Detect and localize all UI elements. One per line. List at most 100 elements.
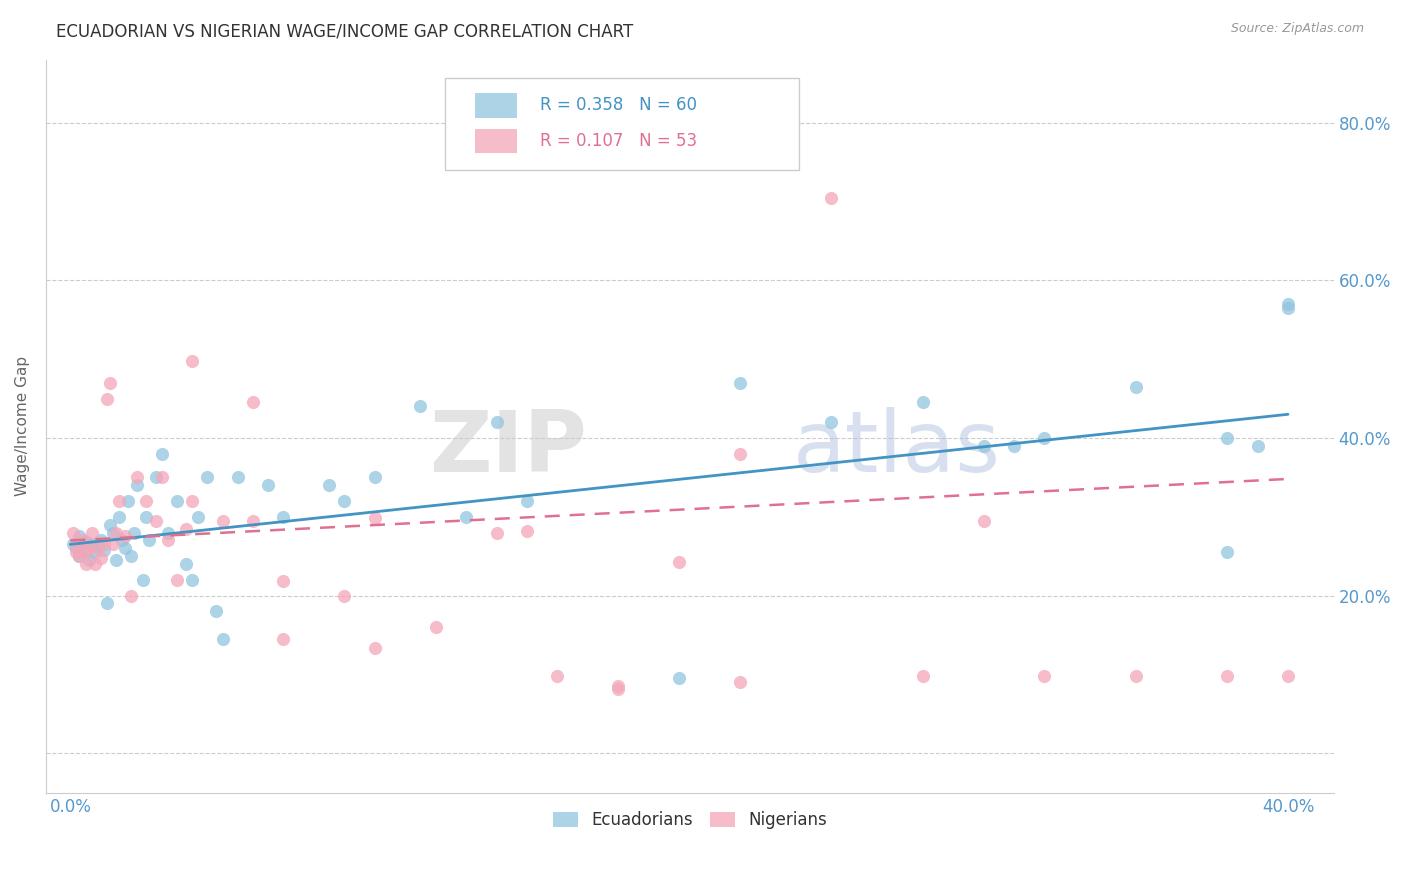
Point	[145, 470, 167, 484]
Text: atlas: atlas	[793, 407, 1001, 490]
Point	[1125, 380, 1147, 394]
Point	[111, 533, 134, 548]
FancyBboxPatch shape	[475, 128, 517, 153]
Point	[150, 447, 173, 461]
Point	[93, 542, 115, 557]
Text: Source: ZipAtlas.com: Source: ZipAtlas.com	[1230, 22, 1364, 36]
Point	[1277, 669, 1299, 683]
Point	[75, 535, 97, 549]
Point	[273, 632, 295, 646]
Point	[98, 376, 121, 390]
Point	[973, 514, 995, 528]
Point	[242, 514, 264, 528]
Point	[1277, 301, 1299, 315]
Point	[87, 541, 110, 556]
Point	[364, 640, 387, 655]
Text: ECUADORIAN VS NIGERIAN WAGE/INCOME GAP CORRELATION CHART: ECUADORIAN VS NIGERIAN WAGE/INCOME GAP C…	[56, 22, 634, 40]
Text: R = 0.358   N = 60: R = 0.358 N = 60	[540, 96, 697, 114]
Point	[65, 541, 87, 556]
Point	[166, 573, 188, 587]
Point	[409, 400, 432, 414]
Point	[911, 395, 934, 409]
Point	[187, 509, 209, 524]
Point	[454, 509, 477, 524]
Point	[62, 537, 84, 551]
Point	[156, 525, 179, 540]
Point	[364, 470, 387, 484]
Point	[205, 604, 228, 618]
Point	[1216, 545, 1239, 559]
Point	[135, 494, 157, 508]
FancyBboxPatch shape	[446, 78, 799, 169]
Point	[1002, 439, 1025, 453]
Point	[242, 395, 264, 409]
Point	[607, 681, 630, 696]
Point	[820, 190, 842, 204]
Point	[69, 549, 91, 564]
Point	[364, 511, 387, 525]
Point	[1033, 669, 1056, 683]
Point	[668, 556, 690, 570]
Point	[127, 470, 149, 484]
Point	[108, 509, 131, 524]
Point	[65, 537, 87, 551]
Legend: Ecuadorians, Nigerians: Ecuadorians, Nigerians	[547, 805, 834, 836]
Point	[138, 533, 160, 548]
Point	[333, 589, 356, 603]
Point	[668, 671, 690, 685]
Point	[77, 541, 100, 556]
Point	[973, 439, 995, 453]
Point	[135, 509, 157, 524]
Point	[93, 537, 115, 551]
Point	[728, 376, 751, 390]
Point	[83, 557, 105, 571]
Point	[485, 525, 508, 540]
Point	[77, 553, 100, 567]
Point	[83, 545, 105, 559]
Point	[96, 597, 118, 611]
Point	[114, 529, 136, 543]
Point	[911, 669, 934, 683]
Point	[195, 470, 218, 484]
Point	[181, 353, 204, 368]
Point	[90, 550, 112, 565]
Point	[226, 470, 249, 484]
Point	[181, 494, 204, 508]
Point	[333, 494, 356, 508]
Point	[75, 545, 97, 559]
Point	[122, 525, 145, 540]
Point	[80, 525, 103, 540]
Point	[117, 494, 139, 508]
Point	[257, 478, 280, 492]
Point	[65, 545, 87, 559]
Point	[181, 573, 204, 587]
Point	[96, 392, 118, 406]
Point	[1216, 431, 1239, 445]
Text: ZIP: ZIP	[429, 407, 586, 490]
Point	[1277, 297, 1299, 311]
Point	[98, 517, 121, 532]
Point	[75, 557, 97, 571]
Point	[1125, 669, 1147, 683]
Point	[174, 522, 197, 536]
Point	[1033, 431, 1056, 445]
Point	[211, 514, 233, 528]
Point	[62, 525, 84, 540]
Point	[273, 509, 295, 524]
Point	[728, 447, 751, 461]
Point	[101, 537, 124, 551]
FancyBboxPatch shape	[475, 94, 517, 118]
Point	[728, 675, 751, 690]
Point	[132, 573, 155, 587]
Point	[120, 549, 142, 564]
Point	[1246, 439, 1268, 453]
Text: R = 0.107   N = 53: R = 0.107 N = 53	[540, 132, 697, 150]
Point	[72, 533, 94, 548]
Point	[104, 525, 127, 540]
Point	[546, 669, 568, 683]
Point	[90, 533, 112, 548]
Point	[485, 415, 508, 429]
Point	[114, 541, 136, 556]
Point	[145, 514, 167, 528]
Point	[318, 478, 340, 492]
